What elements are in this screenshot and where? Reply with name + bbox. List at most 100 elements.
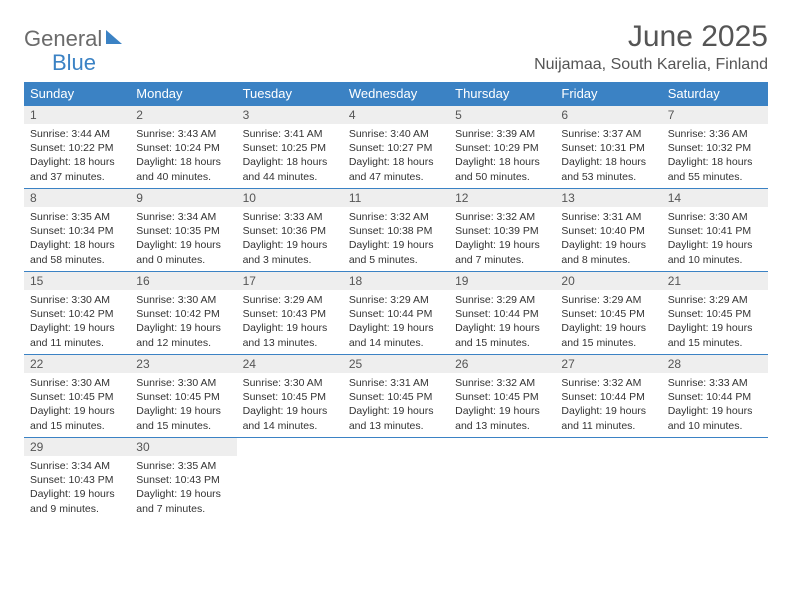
calendar-cell: 10Sunrise: 3:33 AMSunset: 10:36 PMDaylig… <box>237 189 343 272</box>
day-number: 5 <box>449 106 555 124</box>
calendar-week-row: 29Sunrise: 3:34 AMSunset: 10:43 PMDaylig… <box>24 438 768 521</box>
calendar-week-row: 8Sunrise: 3:35 AMSunset: 10:34 PMDayligh… <box>24 189 768 272</box>
day-number: 16 <box>130 272 236 290</box>
day-content: Sunrise: 3:30 AMSunset: 10:42 PMDaylight… <box>24 290 130 354</box>
day-number: 28 <box>662 355 768 373</box>
day-content: Sunrise: 3:29 AMSunset: 10:45 PMDaylight… <box>555 290 661 354</box>
calendar-cell: 26Sunrise: 3:32 AMSunset: 10:45 PMDaylig… <box>449 355 555 438</box>
day-content: Sunrise: 3:41 AMSunset: 10:25 PMDaylight… <box>237 124 343 188</box>
day-content: Sunrise: 3:30 AMSunset: 10:41 PMDaylight… <box>662 207 768 271</box>
calendar-cell: 18Sunrise: 3:29 AMSunset: 10:44 PMDaylig… <box>343 272 449 355</box>
logo-text-general: General <box>24 26 102 52</box>
calendar-cell: 2Sunrise: 3:43 AMSunset: 10:24 PMDayligh… <box>130 106 236 189</box>
calendar-cell: 21Sunrise: 3:29 AMSunset: 10:45 PMDaylig… <box>662 272 768 355</box>
day-content: Sunrise: 3:31 AMSunset: 10:40 PMDaylight… <box>555 207 661 271</box>
day-number: 20 <box>555 272 661 290</box>
day-number: 2 <box>130 106 236 124</box>
day-number: 18 <box>343 272 449 290</box>
calendar-cell <box>449 438 555 521</box>
calendar-cell: 9Sunrise: 3:34 AMSunset: 10:35 PMDayligh… <box>130 189 236 272</box>
weekday-header: Wednesday <box>343 82 449 106</box>
day-content: Sunrise: 3:39 AMSunset: 10:29 PMDaylight… <box>449 124 555 188</box>
day-content: Sunrise: 3:30 AMSunset: 10:45 PMDaylight… <box>24 373 130 437</box>
day-content: Sunrise: 3:44 AMSunset: 10:22 PMDaylight… <box>24 124 130 188</box>
calendar-table: Sunday Monday Tuesday Wednesday Thursday… <box>24 82 768 520</box>
day-content: Sunrise: 3:35 AMSunset: 10:34 PMDaylight… <box>24 207 130 271</box>
calendar-cell <box>237 438 343 521</box>
day-number: 3 <box>237 106 343 124</box>
weekday-header: Friday <box>555 82 661 106</box>
day-content: Sunrise: 3:30 AMSunset: 10:45 PMDaylight… <box>237 373 343 437</box>
day-content: Sunrise: 3:29 AMSunset: 10:44 PMDaylight… <box>343 290 449 354</box>
day-number: 6 <box>555 106 661 124</box>
day-number: 30 <box>130 438 236 456</box>
day-number: 1 <box>24 106 130 124</box>
day-number: 4 <box>343 106 449 124</box>
calendar-cell: 28Sunrise: 3:33 AMSunset: 10:44 PMDaylig… <box>662 355 768 438</box>
calendar-cell: 27Sunrise: 3:32 AMSunset: 10:44 PMDaylig… <box>555 355 661 438</box>
calendar-cell: 17Sunrise: 3:29 AMSunset: 10:43 PMDaylig… <box>237 272 343 355</box>
calendar-cell: 19Sunrise: 3:29 AMSunset: 10:44 PMDaylig… <box>449 272 555 355</box>
day-content: Sunrise: 3:29 AMSunset: 10:44 PMDaylight… <box>449 290 555 354</box>
day-content: Sunrise: 3:30 AMSunset: 10:42 PMDaylight… <box>130 290 236 354</box>
day-number: 14 <box>662 189 768 207</box>
day-content: Sunrise: 3:32 AMSunset: 10:45 PMDaylight… <box>449 373 555 437</box>
day-number: 9 <box>130 189 236 207</box>
weekday-header: Monday <box>130 82 236 106</box>
day-number: 22 <box>24 355 130 373</box>
weekday-header: Sunday <box>24 82 130 106</box>
calendar-cell: 12Sunrise: 3:32 AMSunset: 10:39 PMDaylig… <box>449 189 555 272</box>
calendar-cell: 25Sunrise: 3:31 AMSunset: 10:45 PMDaylig… <box>343 355 449 438</box>
calendar-cell: 6Sunrise: 3:37 AMSunset: 10:31 PMDayligh… <box>555 106 661 189</box>
day-number: 13 <box>555 189 661 207</box>
day-content: Sunrise: 3:34 AMSunset: 10:35 PMDaylight… <box>130 207 236 271</box>
day-content: Sunrise: 3:29 AMSunset: 10:43 PMDaylight… <box>237 290 343 354</box>
calendar-cell: 3Sunrise: 3:41 AMSunset: 10:25 PMDayligh… <box>237 106 343 189</box>
day-number: 27 <box>555 355 661 373</box>
weekday-header: Tuesday <box>237 82 343 106</box>
day-number: 7 <box>662 106 768 124</box>
day-number: 12 <box>449 189 555 207</box>
calendar-week-row: 15Sunrise: 3:30 AMSunset: 10:42 PMDaylig… <box>24 272 768 355</box>
calendar-cell: 4Sunrise: 3:40 AMSunset: 10:27 PMDayligh… <box>343 106 449 189</box>
calendar-cell <box>555 438 661 521</box>
day-number: 10 <box>237 189 343 207</box>
calendar-cell: 7Sunrise: 3:36 AMSunset: 10:32 PMDayligh… <box>662 106 768 189</box>
calendar-cell <box>343 438 449 521</box>
day-number: 15 <box>24 272 130 290</box>
logo-line2: Blue <box>24 50 768 76</box>
calendar-cell: 22Sunrise: 3:30 AMSunset: 10:45 PMDaylig… <box>24 355 130 438</box>
day-number: 25 <box>343 355 449 373</box>
calendar-cell: 16Sunrise: 3:30 AMSunset: 10:42 PMDaylig… <box>130 272 236 355</box>
day-number: 24 <box>237 355 343 373</box>
day-content: Sunrise: 3:29 AMSunset: 10:45 PMDaylight… <box>662 290 768 354</box>
calendar-cell: 23Sunrise: 3:30 AMSunset: 10:45 PMDaylig… <box>130 355 236 438</box>
day-number: 19 <box>449 272 555 290</box>
weekday-header: Saturday <box>662 82 768 106</box>
calendar-cell: 11Sunrise: 3:32 AMSunset: 10:38 PMDaylig… <box>343 189 449 272</box>
calendar-cell <box>662 438 768 521</box>
calendar-cell: 8Sunrise: 3:35 AMSunset: 10:34 PMDayligh… <box>24 189 130 272</box>
day-content: Sunrise: 3:32 AMSunset: 10:44 PMDaylight… <box>555 373 661 437</box>
day-number: 26 <box>449 355 555 373</box>
day-number: 29 <box>24 438 130 456</box>
day-number: 23 <box>130 355 236 373</box>
sail-icon <box>106 30 122 44</box>
day-content: Sunrise: 3:32 AMSunset: 10:39 PMDaylight… <box>449 207 555 271</box>
calendar-cell: 29Sunrise: 3:34 AMSunset: 10:43 PMDaylig… <box>24 438 130 521</box>
calendar-cell: 14Sunrise: 3:30 AMSunset: 10:41 PMDaylig… <box>662 189 768 272</box>
day-content: Sunrise: 3:34 AMSunset: 10:43 PMDaylight… <box>24 456 130 520</box>
day-content: Sunrise: 3:33 AMSunset: 10:44 PMDaylight… <box>662 373 768 437</box>
calendar-cell: 5Sunrise: 3:39 AMSunset: 10:29 PMDayligh… <box>449 106 555 189</box>
day-number: 8 <box>24 189 130 207</box>
day-content: Sunrise: 3:40 AMSunset: 10:27 PMDaylight… <box>343 124 449 188</box>
logo: General <box>24 20 124 52</box>
day-content: Sunrise: 3:37 AMSunset: 10:31 PMDaylight… <box>555 124 661 188</box>
calendar-cell: 20Sunrise: 3:29 AMSunset: 10:45 PMDaylig… <box>555 272 661 355</box>
day-content: Sunrise: 3:43 AMSunset: 10:24 PMDaylight… <box>130 124 236 188</box>
day-content: Sunrise: 3:36 AMSunset: 10:32 PMDaylight… <box>662 124 768 188</box>
weekday-header: Thursday <box>449 82 555 106</box>
calendar-cell: 15Sunrise: 3:30 AMSunset: 10:42 PMDaylig… <box>24 272 130 355</box>
calendar-cell: 24Sunrise: 3:30 AMSunset: 10:45 PMDaylig… <box>237 355 343 438</box>
day-content: Sunrise: 3:35 AMSunset: 10:43 PMDaylight… <box>130 456 236 520</box>
